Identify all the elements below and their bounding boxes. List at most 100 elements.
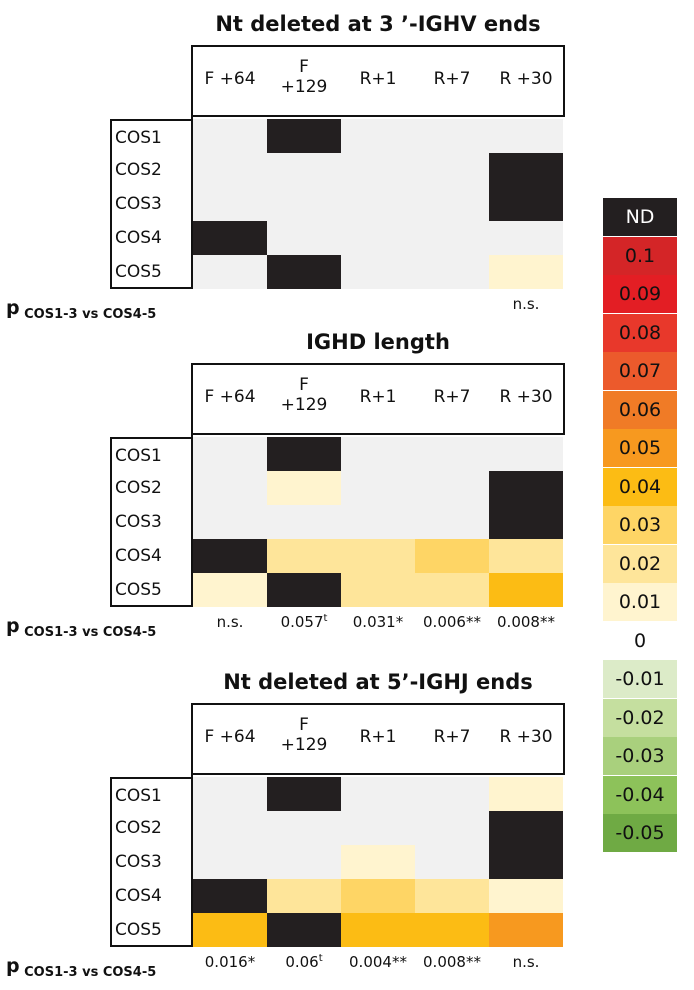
heatmap-cell	[489, 153, 563, 187]
legend-swatch: 0	[603, 621, 677, 660]
row-label: COS4	[110, 221, 193, 255]
heatmap-cell	[341, 505, 415, 539]
legend-swatch: 0.07	[603, 352, 677, 390]
heatmap-cell	[415, 845, 489, 879]
heatmap-cell	[193, 913, 267, 947]
p-value: 0.031*	[341, 613, 415, 631]
heatmap-cell	[489, 811, 563, 845]
heatmap-cell	[489, 437, 563, 471]
heatmap-cell	[489, 573, 563, 607]
panel-title: IGHD length	[306, 330, 450, 354]
column-label: F +129	[280, 375, 328, 415]
column-label: R+7	[433, 69, 471, 89]
p-value: 0.008**	[489, 613, 563, 631]
heatmap-cell	[193, 471, 267, 505]
heatmap-cell	[489, 255, 563, 289]
heatmap-cell	[267, 777, 341, 811]
p-value: 0.057t	[267, 613, 341, 631]
column-label: F +64	[204, 727, 256, 747]
heatmap-cell	[341, 845, 415, 879]
column-label: R +30	[499, 387, 553, 407]
heatmap-cell	[341, 777, 415, 811]
heatmap-cell	[489, 777, 563, 811]
row-label: COS3	[110, 505, 193, 539]
legend-swatch: 0.05	[603, 429, 677, 467]
heatmap-cell	[489, 471, 563, 505]
heatmap-cell	[193, 573, 267, 607]
heatmap-cell	[341, 539, 415, 573]
p-label: p	[6, 615, 20, 637]
legend-swatch: 0.1	[603, 236, 677, 275]
row-label: COS2	[110, 811, 193, 845]
legend-swatch: 0.02	[603, 544, 677, 583]
legend-swatch: 0.06	[603, 390, 677, 429]
column-label: R+7	[433, 727, 471, 747]
p-value-text: 0.004**	[349, 953, 407, 971]
column-label: F +129	[280, 715, 328, 755]
column-label: R+1	[359, 387, 397, 407]
heatmap-cell	[341, 187, 415, 221]
p-label: p	[6, 955, 20, 977]
p-value: 0.008**	[415, 953, 489, 971]
heatmap-cell	[415, 221, 489, 255]
heatmap-cell	[341, 119, 415, 153]
heatmap-cell	[193, 539, 267, 573]
legend-swatch: ND	[603, 198, 677, 236]
heatmap-cell	[193, 437, 267, 471]
heatmap-cell	[415, 811, 489, 845]
row-label: COS3	[110, 845, 193, 879]
p-value: n.s.	[489, 295, 563, 313]
p-value-text: 0.008**	[423, 953, 481, 971]
heatmap-cell	[415, 471, 489, 505]
heatmap-cell	[415, 437, 489, 471]
p-label-subscript: COS1-3 vs COS4-5	[19, 307, 157, 322]
heatmap-cell	[415, 879, 489, 913]
heatmap-cell	[193, 221, 267, 255]
heatmap-cell	[267, 471, 341, 505]
column-label: R +30	[499, 69, 553, 89]
heatmap-cell	[193, 187, 267, 221]
row-header-rule	[191, 45, 193, 289]
heatmap-cell	[341, 879, 415, 913]
heatmap-cell	[267, 187, 341, 221]
row-label: COS4	[110, 879, 193, 913]
heatmap-cell	[489, 539, 563, 573]
heatmap-cell	[341, 255, 415, 289]
row-label: COS5	[110, 913, 193, 947]
column-label: R +30	[499, 727, 553, 747]
p-value: n.s.	[489, 953, 563, 971]
p-value-text: n.s.	[512, 295, 540, 313]
heatmap-cell	[193, 811, 267, 845]
heatmap-cell	[193, 153, 267, 187]
column-label: R+7	[433, 387, 471, 407]
legend-swatch: 0.03	[603, 506, 677, 544]
heatmap-cell	[341, 811, 415, 845]
heatmap-cell	[489, 845, 563, 879]
heatmap-cell	[267, 255, 341, 289]
heatmap-cell	[341, 913, 415, 947]
heatmap-cell	[267, 879, 341, 913]
p-value: n.s.	[193, 613, 267, 631]
heatmap-cell	[267, 573, 341, 607]
row-label: COS4	[110, 539, 193, 573]
row-label: COS5	[110, 255, 193, 289]
heatmap-cell	[415, 119, 489, 153]
row-label: COS1	[110, 777, 193, 811]
p-value-text: 0.031*	[352, 613, 404, 631]
row-label: COS1	[110, 437, 193, 471]
heatmap-cell	[415, 153, 489, 187]
row-header-rule	[191, 363, 193, 607]
row-label: COS1	[110, 119, 193, 153]
heatmap-cell	[489, 505, 563, 539]
heatmap-cell	[489, 221, 563, 255]
heatmap-cell	[489, 913, 563, 947]
p-value-text: n.s.	[512, 953, 540, 971]
row-label: COS2	[110, 153, 193, 187]
legend-swatch: 0.04	[603, 467, 677, 506]
p-value-text: n.s.	[216, 613, 244, 631]
heatmap-cell	[267, 539, 341, 573]
heatmap-cell	[489, 119, 563, 153]
p-value-text: 0.006**	[423, 613, 481, 631]
p-value: 0.06t	[267, 953, 341, 971]
heatmap-cell	[193, 845, 267, 879]
